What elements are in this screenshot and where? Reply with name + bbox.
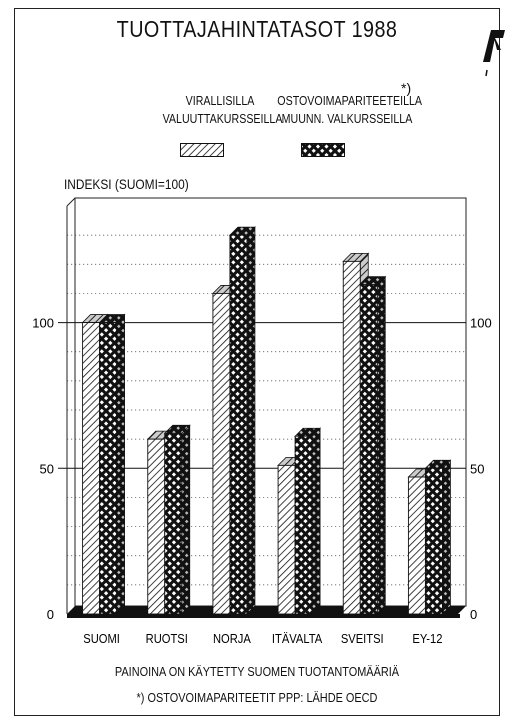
- x-tick-label: ITÄVALTA: [272, 631, 323, 646]
- legend-label-series2: OSTOVOIMAPARITEETEILLA MUUNN. VALKURSSEI…: [277, 92, 423, 128]
- y-tick-label-left: 50: [40, 461, 54, 476]
- legend-line: VIRALLISILLA: [185, 93, 255, 108]
- figure-frame: [14, 8, 500, 716]
- plot-back-wall: [74, 197, 467, 607]
- bar-official-rate: [212, 292, 231, 615]
- bar-official-rate: [342, 260, 361, 615]
- bar-ppp-rate: [424, 467, 443, 615]
- x-tick-label: SVEITSI: [341, 631, 384, 646]
- legend-swatch-series1: [180, 143, 224, 157]
- y-tick-label-left: 0: [47, 607, 54, 622]
- x-tick-label: EY-12: [412, 631, 442, 646]
- legend-line: VALUUTTAKURSSEILLA: [162, 111, 283, 126]
- footnote-mark: *): [401, 80, 412, 96]
- bar-official-rate: [407, 476, 426, 615]
- y-tick-label-right: 100: [470, 316, 492, 331]
- bar-ppp-rate: [99, 322, 118, 615]
- y-axis-label: INDEKSI (SUOMI=100): [64, 176, 189, 192]
- x-tick-label: RUOTSI: [146, 631, 188, 646]
- bar-ppp-rate: [164, 432, 183, 615]
- bar-ppp-rate: [294, 435, 313, 615]
- bar-official-rate: [277, 464, 296, 615]
- y-tick-label-left: 100: [32, 316, 54, 331]
- plot-floor: [67, 606, 466, 614]
- plot-floor-edge: [67, 614, 460, 618]
- bar-official-rate: [82, 322, 101, 615]
- bar-ppp-rate: [229, 234, 248, 615]
- y-tick-label-right: 0: [470, 607, 477, 622]
- x-tick-label: NORJA: [213, 631, 252, 646]
- bar-side: [181, 424, 191, 615]
- bar-side: [442, 459, 451, 615]
- bar-side: [311, 427, 321, 615]
- bar-official-rate: [147, 438, 166, 615]
- x-tick-label: SUOMI: [83, 631, 120, 646]
- legend-line: MUUNN. VALKURSSEILLA: [281, 111, 413, 126]
- y-tick-label-right: 50: [470, 461, 484, 476]
- bar-side: [376, 275, 386, 615]
- plot-edge: [66, 197, 76, 207]
- weights-note: PAINOINA ON KÄYTETTY SUOMEN TUOTANTOMÄÄR…: [114, 664, 400, 679]
- bar-side: [116, 313, 125, 615]
- bar-ppp-rate: [359, 284, 378, 615]
- source-note: *) OSTOVOIMAPARITEETIT PPP: LÄHDE OECD: [136, 690, 378, 705]
- legend-label-series1: VIRALLISILLA VALUUTTAKURSSEILLA: [162, 92, 283, 128]
- pt-logo: [483, 30, 505, 77]
- chart-title: TUOTTAJAHINTATASOT 1988: [116, 16, 398, 42]
- legend-line: OSTOVOIMAPARITEETEILLA: [277, 93, 423, 108]
- legend-swatch-series2: [301, 143, 345, 157]
- bar-side: [246, 226, 256, 615]
